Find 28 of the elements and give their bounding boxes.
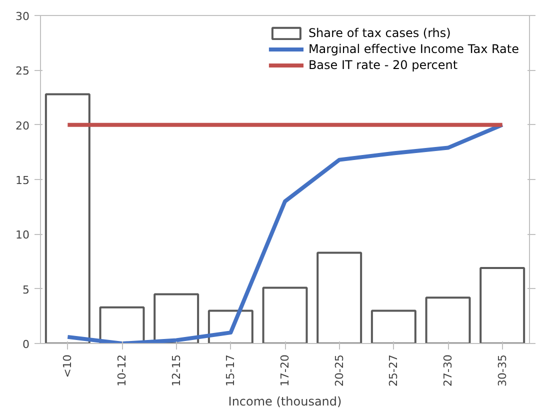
x-axis-title: Income (thousand) — [228, 394, 342, 408]
y-tick-label: 0 — [22, 338, 30, 351]
y-tick-label: 10 — [16, 228, 30, 242]
bar — [99, 306, 145, 344]
bar — [154, 293, 200, 344]
x-tick-label: <10 — [61, 354, 74, 378]
bar — [425, 296, 471, 344]
x-tick-label: 15-17 — [224, 354, 238, 386]
x-tick-label: 10-12 — [116, 354, 128, 386]
y-tick-label: 5 — [22, 283, 30, 296]
x-tick-label: 20-25 — [332, 354, 346, 386]
y-tick-label: 30 — [16, 10, 30, 23]
x-tick-label: 17-20 — [278, 354, 292, 386]
y-tick-label: 15 — [16, 174, 30, 187]
y-tick-label: 25 — [16, 64, 30, 78]
bar — [316, 252, 362, 344]
bar — [262, 286, 308, 344]
bar — [44, 93, 90, 344]
y-tick-label: 20 — [16, 119, 30, 132]
bar — [480, 267, 526, 344]
bar — [370, 310, 416, 344]
x-tick-label: 12-15 — [170, 354, 183, 386]
x-tick-label: 25-27 — [387, 354, 400, 386]
x-tick-label: 30-35 — [496, 354, 509, 386]
x-tick-label: 27-30 — [442, 354, 454, 386]
legend-label: Base IT rate - 20 percent — [308, 57, 458, 73]
legend-label: Marginal effective Income Tax Rate — [308, 41, 519, 57]
legend-label: Share of tax cases (rhs) — [308, 25, 451, 41]
